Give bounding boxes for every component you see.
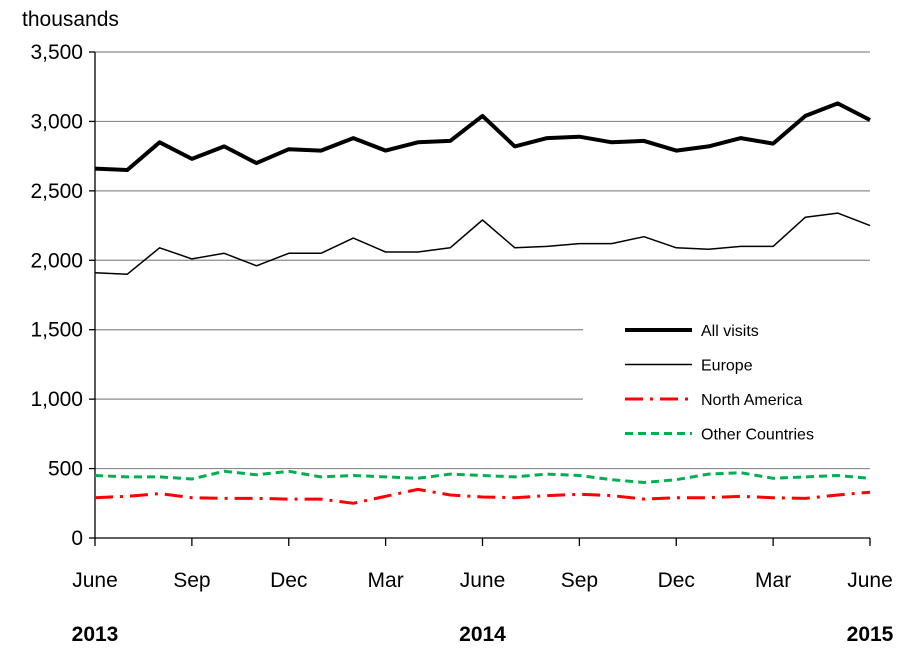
y-tick-label: 2,000	[30, 249, 83, 272]
series-line-other-countries	[94, 469, 871, 484]
data-series	[94, 101, 871, 505]
y-tick-label: 2,500	[30, 180, 83, 203]
year-label: 2015	[847, 623, 894, 646]
x-tick-label: June	[460, 569, 506, 592]
axes	[89, 51, 871, 546]
x-tick-label: Mar	[368, 569, 404, 592]
series-line-north-america	[94, 487, 871, 505]
y-tick-label: 1,500	[30, 319, 83, 342]
series-line-all-visits	[94, 101, 871, 172]
x-tick-label: Sep	[173, 569, 210, 592]
x-tick-label: June	[72, 569, 118, 592]
y-tick-label: 500	[48, 458, 83, 481]
year-label: 2014	[459, 623, 506, 646]
legend-label-europe: Europe	[701, 358, 753, 375]
y-tick-label: 3,000	[30, 110, 83, 133]
x-tick-label: Mar	[755, 569, 791, 592]
legend-label-other-countries: Other Countries	[701, 427, 814, 444]
y-tick-label: 0	[71, 527, 83, 550]
x-tick-label: Dec	[658, 569, 695, 592]
x-tick-label: June	[847, 569, 893, 592]
y-axis-title: thousands	[22, 8, 119, 31]
x-tick-label: Dec	[270, 569, 307, 592]
legend: All visits Europe North America Other Count…	[625, 323, 814, 444]
x-tick-label: Sep	[561, 569, 598, 592]
series-line-europe	[94, 212, 871, 275]
legend-label-north-america: North America	[701, 392, 802, 409]
gridlines	[95, 51, 870, 470]
legend-label-all-visits: All visits	[701, 323, 759, 340]
year-label: 2013	[72, 623, 119, 646]
tick-labels: 0 500 1,000 1,500 2,000 2,500 3,000 3,500 thousa…	[22, 8, 894, 646]
y-tick-label: 1,000	[30, 388, 83, 411]
y-tick-label: 3,500	[30, 41, 83, 64]
